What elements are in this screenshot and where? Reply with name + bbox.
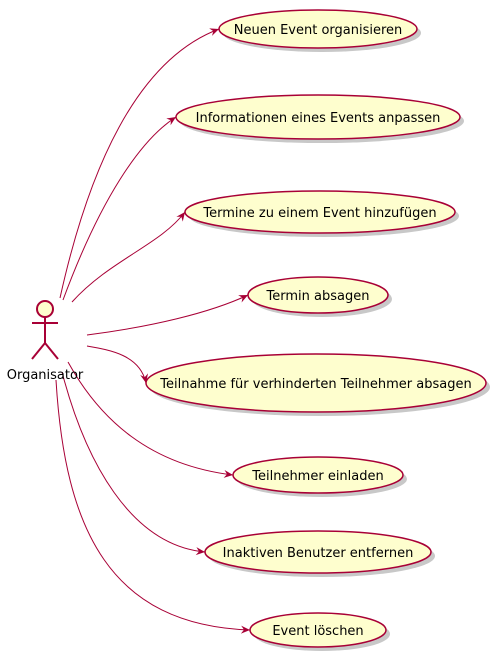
use-case-uc2: Informationen eines Events anpassen: [176, 95, 464, 143]
use-case-label: Informationen eines Events anpassen: [196, 111, 441, 126]
association-arrow-uc1: [60, 29, 219, 298]
use-case-uc4: Termin absagen: [248, 277, 392, 317]
use-case-uc3: Termine zu einem Event hinzufügen: [185, 191, 459, 237]
use-case-uc6: Teilnehmer einladen: [233, 457, 407, 497]
actor-label: Organisator: [7, 368, 84, 383]
association-arrow-uc3: [72, 212, 185, 302]
use-case-uc8: Event löschen: [250, 613, 390, 651]
association-arrow-uc2: [63, 117, 176, 300]
use-case-uc5: Teilnahme für verhinderten Teilnehmer ab…: [146, 354, 490, 416]
association-arrow-uc8: [56, 380, 250, 630]
use-case-label: Inaktiven Benutzer entfernen: [223, 546, 414, 561]
use-case-label: Termine zu einem Event hinzufügen: [202, 206, 436, 221]
use-case-label: Neuen Event organisieren: [234, 23, 403, 38]
association-arrow-uc5: [87, 346, 146, 383]
use-case-label: Teilnahme für verhinderten Teilnehmer ab…: [159, 377, 471, 392]
actor-organisator: Organisator: [7, 301, 84, 383]
use-cases: Neuen Event organisieren Informationen ei…: [146, 10, 490, 651]
use-case-label: Event löschen: [272, 624, 363, 639]
stick-figure-icon: [32, 301, 58, 359]
association-arrow-uc4: [87, 295, 248, 335]
use-case-uc1: Neuen Event organisieren: [219, 10, 421, 52]
use-case-label: Teilnehmer einladen: [251, 469, 384, 484]
use-case-uc7: Inaktiven Benutzer entfernen: [205, 531, 435, 577]
use-case-label: Termin absagen: [266, 289, 370, 304]
